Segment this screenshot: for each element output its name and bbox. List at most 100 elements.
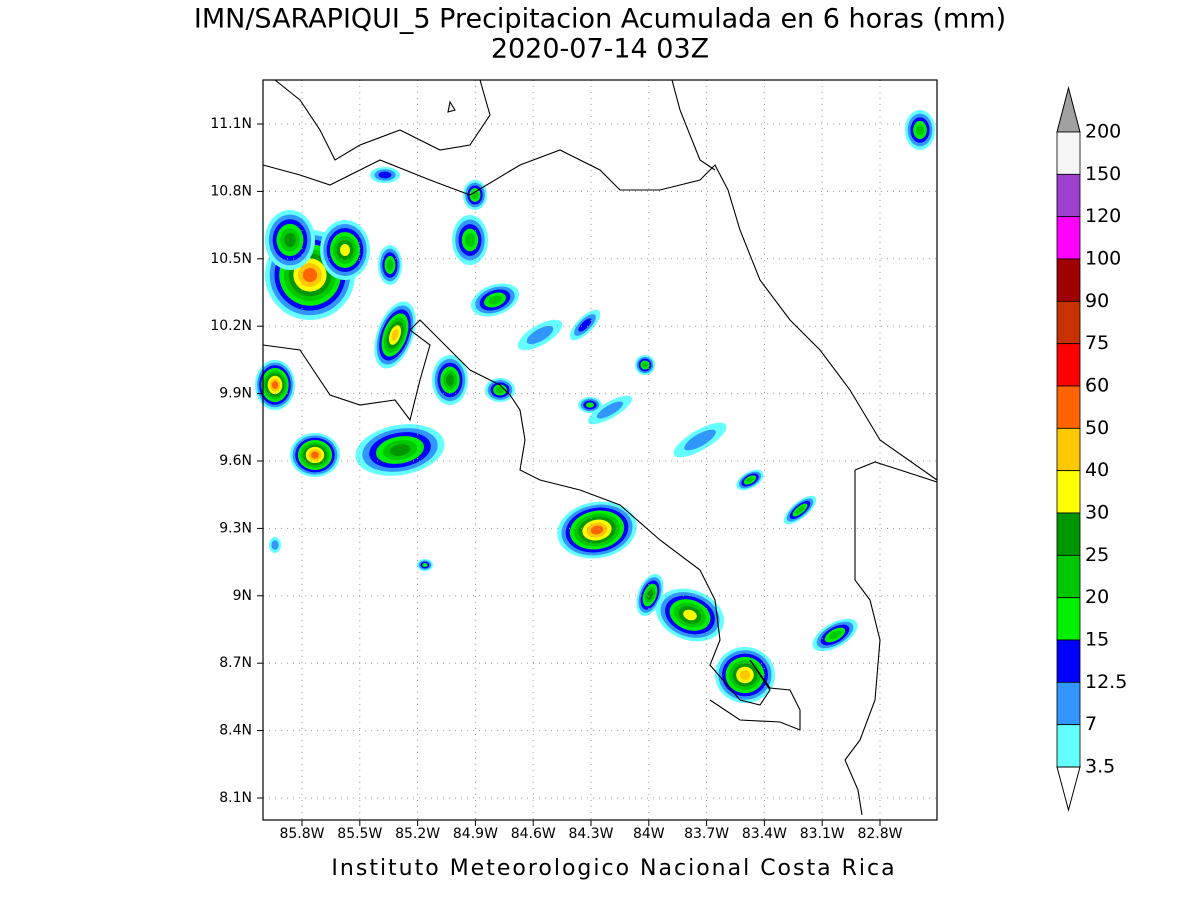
- precip-field: [255, 110, 935, 703]
- grid: [263, 80, 937, 820]
- colorbar-under: [1056, 766, 1081, 812]
- precip-area: [311, 451, 319, 459]
- precip-area: [271, 540, 279, 550]
- lon-label: 83.4W: [742, 826, 787, 842]
- lon-label: 84.3W: [568, 826, 613, 842]
- lon-label: 83.7W: [684, 826, 729, 842]
- colorbar-box: [1056, 173, 1081, 218]
- precip-area: [302, 267, 318, 283]
- colorbar-box: [1056, 639, 1081, 683]
- colorbar-label: 25: [1085, 544, 1109, 566]
- coastline: [844, 461, 938, 816]
- lat-label: 11.1N: [210, 116, 252, 132]
- precip-area: [495, 386, 505, 394]
- colorbar: 200 150 120 100 90 75 60 50 40 30 25 20 15 12.5 7 3.5: [1056, 86, 1127, 812]
- lat-label: 10.2N: [210, 318, 252, 334]
- lat-label: 9.6N: [219, 453, 252, 469]
- precip-area: [642, 362, 648, 368]
- colorbar-label: 15: [1085, 629, 1109, 651]
- precip-area: [422, 563, 428, 567]
- subtitle: 2020-07-14 03Z: [491, 34, 709, 65]
- precip-area: [590, 525, 604, 535]
- precip-area: [684, 429, 716, 451]
- coastline: [262, 319, 801, 731]
- lat-label: 8.7N: [219, 655, 252, 671]
- colorbar-label: 100: [1085, 248, 1121, 270]
- colorbar-box: [1056, 258, 1081, 302]
- colorbar-label: 90: [1085, 290, 1109, 312]
- precip-area: [271, 381, 279, 389]
- precip-area: [828, 630, 842, 640]
- map-frame: [262, 79, 938, 821]
- precip-area: [526, 325, 554, 345]
- coastline: [274, 79, 491, 161]
- colorbar-label: 12.5: [1085, 671, 1127, 693]
- colorbar-box: [1056, 724, 1081, 768]
- precip-area: [746, 477, 754, 483]
- precip-area: [445, 374, 455, 386]
- precip-area: [586, 402, 594, 408]
- lon-label: 85.2W: [395, 826, 440, 842]
- precip-area: [391, 329, 399, 341]
- colorbar-label: 7: [1085, 713, 1097, 735]
- colorbar-box: [1056, 131, 1081, 175]
- lat-label: 10.8N: [210, 183, 252, 199]
- precip-area: [465, 233, 475, 247]
- precip-area: [739, 670, 751, 680]
- lon-label: 82.8W: [857, 826, 902, 842]
- coastline: [671, 79, 716, 171]
- colorbar-box: [1056, 554, 1081, 599]
- colorbar-over: [1056, 86, 1081, 133]
- colorbar-box: [1056, 597, 1081, 641]
- precip-area: [389, 444, 411, 456]
- colorbar-label: 200: [1085, 121, 1121, 143]
- lon-label: 84.9W: [453, 826, 498, 842]
- precip-area: [596, 401, 624, 419]
- lon-label: 84W: [633, 826, 665, 842]
- precip-area: [578, 318, 592, 332]
- colorbar-label: 60: [1085, 375, 1109, 397]
- lon-label: 85.8W: [279, 826, 324, 842]
- coastline: [262, 149, 938, 481]
- colorbar-label: 3.5: [1085, 756, 1115, 778]
- colorbar-label: 150: [1085, 163, 1121, 185]
- axes: 11.1N 10.8N 10.5N 10.2N 9.9N 9.6N 9.3N 9N 8.7N 8.…: [210, 116, 902, 842]
- lat-label: 9.9N: [219, 386, 252, 402]
- precip-area: [646, 590, 654, 600]
- colorbar-box: [1056, 343, 1081, 387]
- lon-label: 84.6W: [511, 826, 556, 842]
- lat-label: 9.3N: [219, 520, 252, 536]
- footer: Instituto Meteorologico Nacional Costa R…: [331, 856, 896, 881]
- lat-label: 10.5N: [210, 251, 252, 267]
- colorbar-box: [1056, 470, 1081, 514]
- colorbar-label: 50: [1085, 417, 1109, 439]
- precip-area: [915, 124, 925, 136]
- coastlines: [262, 79, 938, 816]
- lat-label: 8.4N: [219, 723, 252, 739]
- colorbar-label: 20: [1085, 586, 1109, 608]
- colorbar-box: [1056, 512, 1081, 556]
- precip-area: [386, 259, 394, 271]
- colorbar-label: 75: [1085, 332, 1109, 354]
- colorbar-box: [1056, 300, 1081, 345]
- colorbar-box: [1056, 385, 1081, 429]
- colorbar-box: [1056, 427, 1081, 472]
- title: IMN/SARAPIQUI_5 Precipitacion Acumulada …: [194, 4, 1006, 35]
- precip-area: [795, 506, 805, 514]
- lon-label: 83.1W: [800, 826, 845, 842]
- precip-area: [284, 233, 296, 247]
- colorbar-label: 40: [1085, 459, 1109, 481]
- lon-label: 85.5W: [337, 826, 382, 842]
- island: [447, 100, 456, 113]
- colorbar-box: [1056, 681, 1081, 726]
- precip-area: [488, 295, 502, 305]
- precip-area: [683, 609, 697, 621]
- lat-label: 9N: [233, 588, 252, 604]
- colorbar-label: 30: [1085, 502, 1109, 524]
- colorbar-label: 120: [1085, 205, 1121, 227]
- colorbar-box: [1056, 216, 1081, 260]
- precip-area: [378, 171, 392, 179]
- lat-label: 8.1N: [219, 790, 252, 806]
